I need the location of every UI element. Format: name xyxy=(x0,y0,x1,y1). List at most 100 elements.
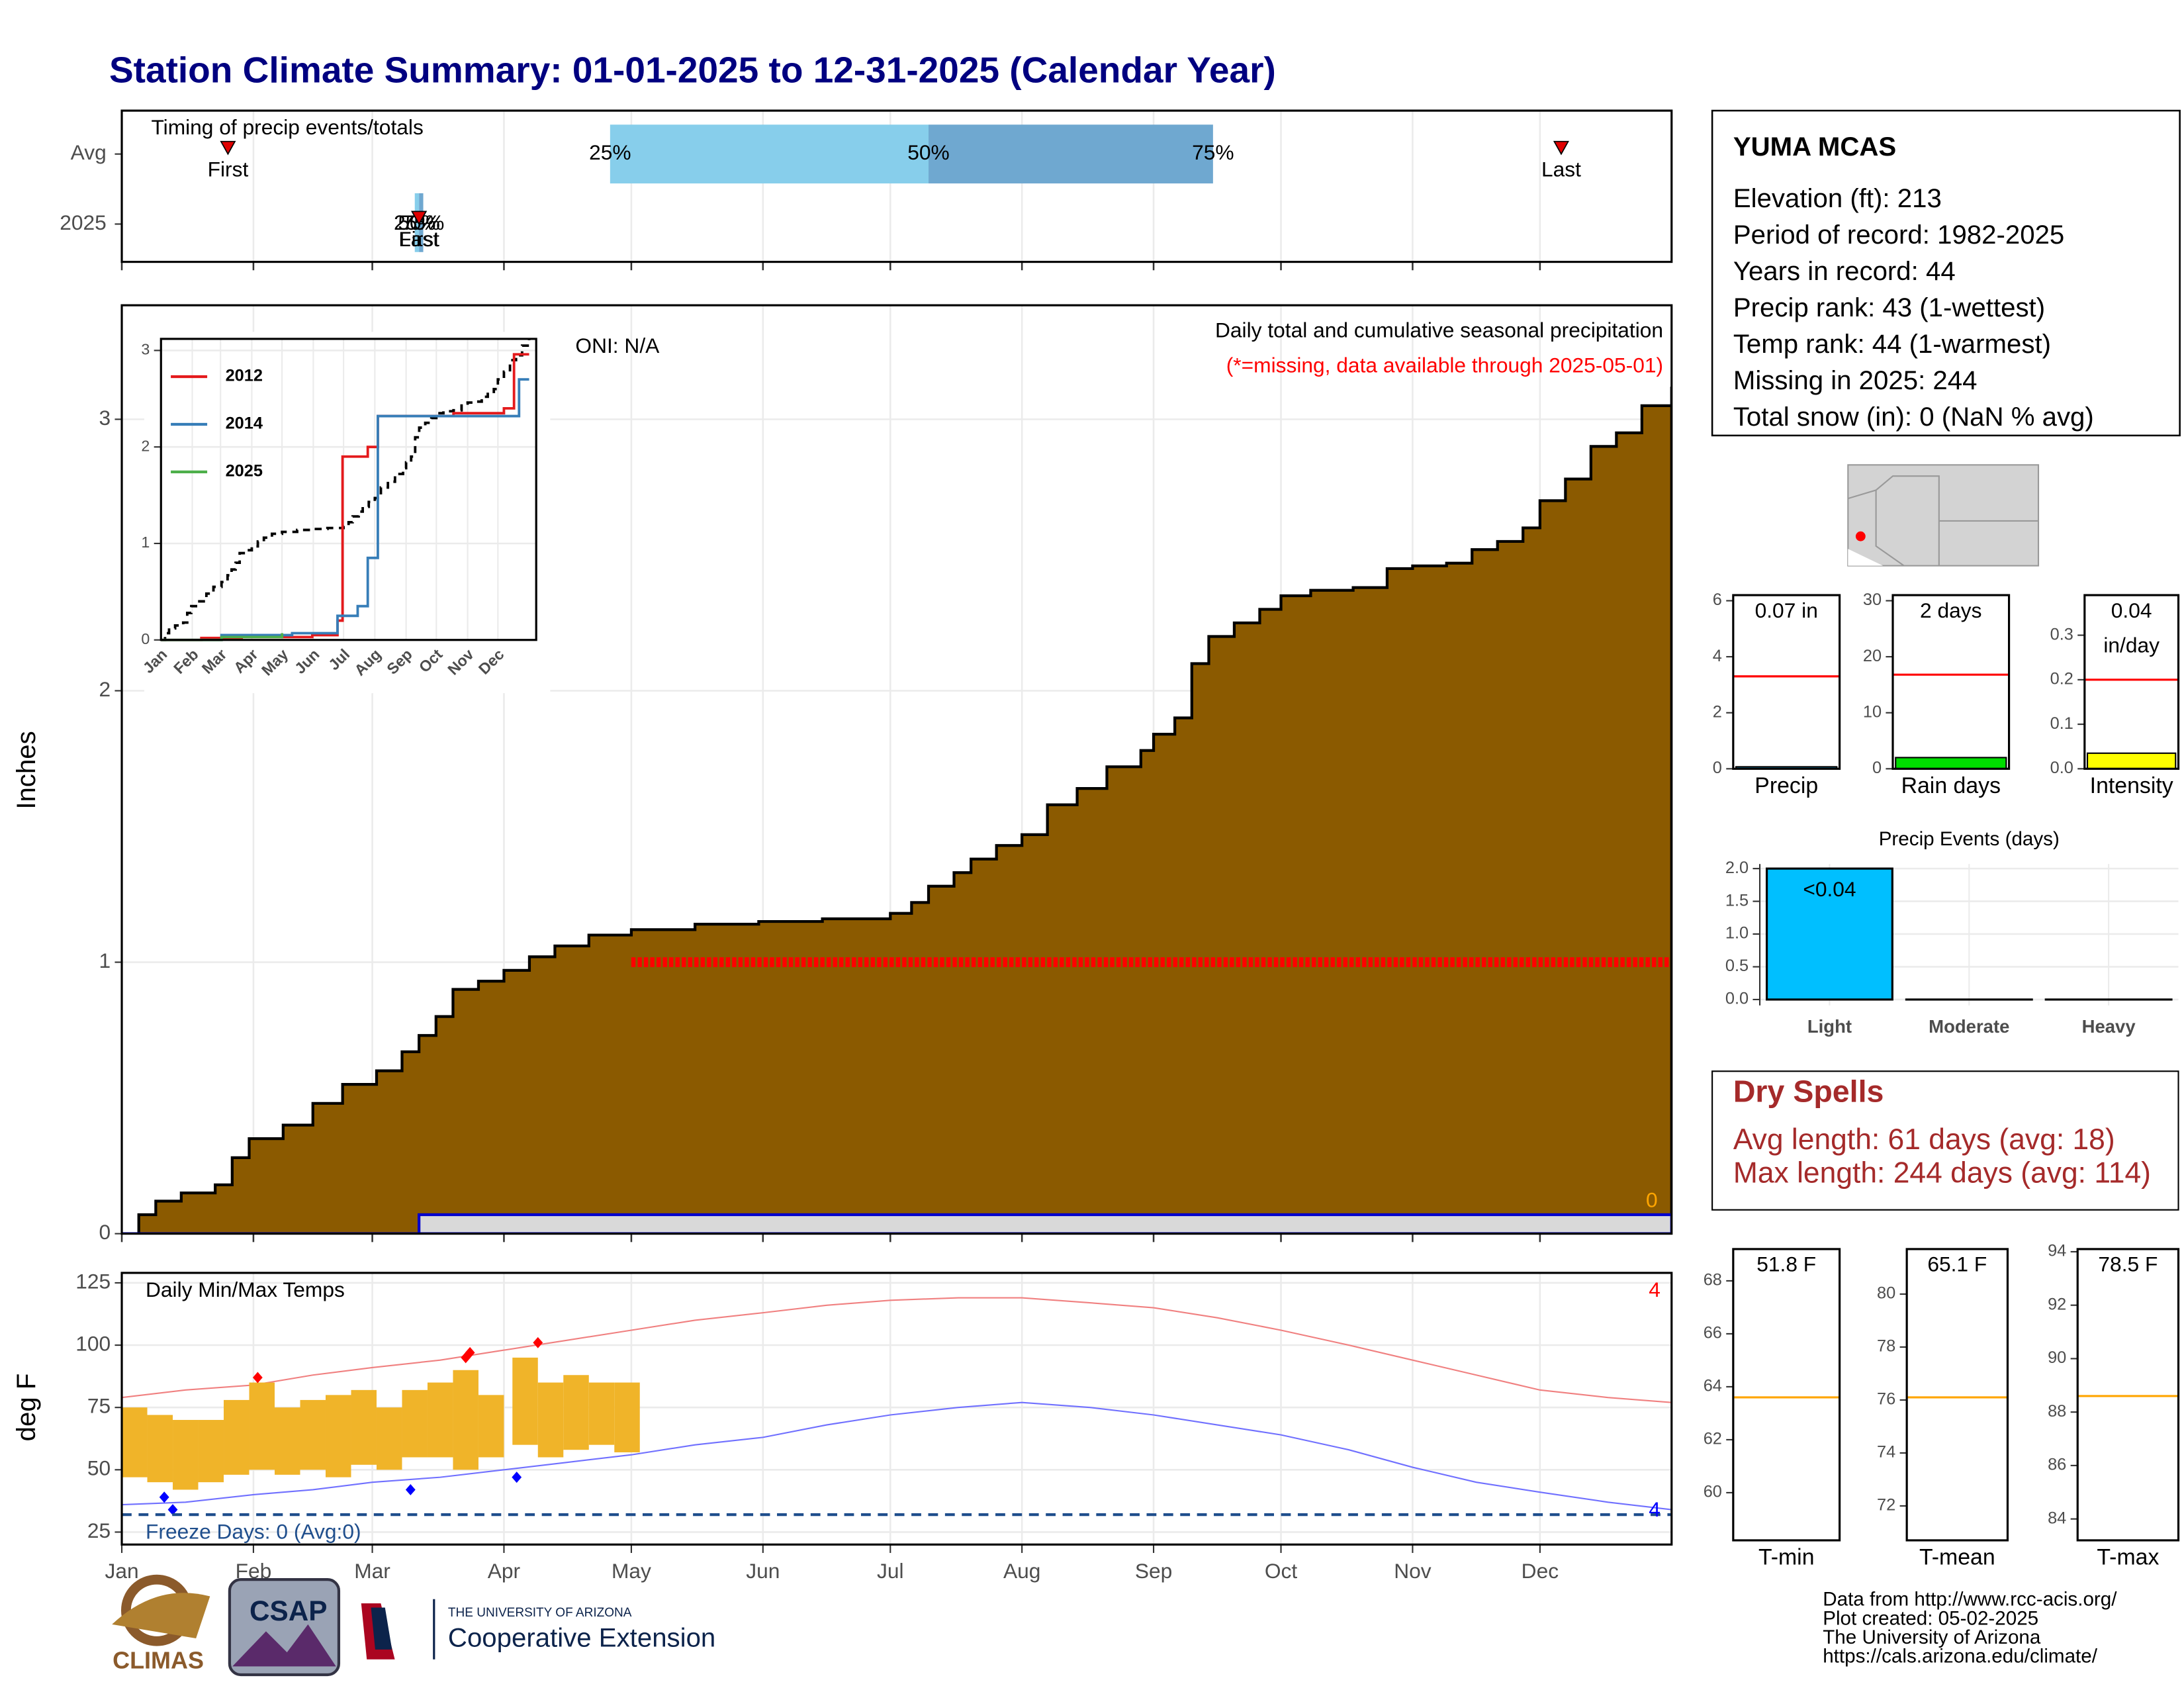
y-tick-label: 6 xyxy=(1713,590,1722,609)
temp-bar xyxy=(275,1407,300,1475)
marker-label: Last xyxy=(1541,157,1581,181)
y-tick-label: 72 xyxy=(1877,1496,1895,1515)
panel-frame xyxy=(1732,1248,1841,1542)
panel-frame xyxy=(2083,594,2180,770)
y-tick-label: 2 xyxy=(1713,702,1722,721)
x-tick-label: Apr xyxy=(488,1559,521,1583)
dry-spells-line: Avg length: 61 days (avg: 18) xyxy=(1733,1123,2115,1156)
legend-label: 2012 xyxy=(226,367,263,385)
y-tick-label: 76 xyxy=(1877,1390,1895,1409)
temp-bar xyxy=(478,1395,504,1458)
temp-bar xyxy=(402,1389,428,1458)
y-tick-label: 0 xyxy=(1713,759,1722,777)
quartile-bar xyxy=(419,193,424,252)
x-tick-label: Jun xyxy=(746,1559,780,1583)
inset-background xyxy=(144,332,551,694)
y-tick-label: 84 xyxy=(2048,1509,2066,1527)
value-label: 0.04 xyxy=(2111,598,2152,622)
y-tick-label: 78 xyxy=(1877,1337,1895,1356)
y-tick-label: 75 xyxy=(87,1394,111,1418)
y-tick-label: Avg xyxy=(71,140,107,164)
y-tick-label: 10 xyxy=(1863,702,1882,721)
y-axis-label: Inches xyxy=(11,731,41,809)
legend-label: 2014 xyxy=(226,414,263,433)
logo-text: CSAP xyxy=(250,1595,328,1626)
y-tick-label: 2 xyxy=(141,437,150,454)
y-tick-label: 100 xyxy=(75,1331,111,1355)
x-tick-label: Oct xyxy=(1265,1559,1298,1583)
x-axis-label: Precip xyxy=(1754,773,1818,798)
x-axis-label: T-min xyxy=(1758,1544,1815,1570)
value-label: 51.8 F xyxy=(1756,1252,1816,1276)
temp-bar xyxy=(249,1382,275,1470)
y-tick-label: 20 xyxy=(1863,647,1882,665)
y-tick-label: 2025 xyxy=(60,211,107,234)
x-tick-label: Heavy xyxy=(2082,1016,2136,1037)
timing-marker xyxy=(411,211,428,226)
quartile-label: 25% xyxy=(589,140,631,164)
y-tick-label: 74 xyxy=(1877,1443,1895,1462)
freeze-label: Freeze Days: 0 (Avg:0) xyxy=(146,1520,361,1544)
value-bar xyxy=(2086,752,2177,769)
panel-frame xyxy=(120,1272,1673,1546)
logo-text: Cooperative Extension xyxy=(448,1623,715,1653)
y-tick-label: 68 xyxy=(1704,1271,1722,1289)
value-label: 78.5 F xyxy=(2098,1252,2158,1276)
temp-bar xyxy=(300,1399,326,1470)
value-label: in/day xyxy=(2103,633,2160,657)
bar xyxy=(1765,867,1893,1001)
temp-bar xyxy=(198,1420,224,1483)
locator-map xyxy=(1847,464,2040,567)
marker-label: Last xyxy=(399,227,439,251)
y-tick-label: 90 xyxy=(2048,1348,2066,1367)
station-line: Precip rank: 43 (1-wettest) xyxy=(1733,293,2045,322)
x-axis-label: T-mean xyxy=(1919,1544,1995,1570)
y-tick-label: 66 xyxy=(1704,1324,1722,1342)
legend-label: 2025 xyxy=(226,462,263,481)
y-tick-label: 0.2 xyxy=(2050,670,2073,688)
x-axis-label: Rain days xyxy=(1901,773,2001,798)
y-tick-label: 0.0 xyxy=(2050,759,2073,777)
x-tick-label: Feb xyxy=(236,1559,272,1583)
y-tick-label: 0.1 xyxy=(2050,714,2073,733)
panel-frame xyxy=(1905,1248,2009,1542)
x-axis-label: T-max xyxy=(2097,1544,2159,1570)
logos xyxy=(112,1574,435,1677)
temp-bar xyxy=(537,1382,564,1458)
y-tick-label: 88 xyxy=(2048,1402,2066,1421)
record-marker xyxy=(405,1483,416,1495)
subtitle: Daily total and cumulative seasonal prec… xyxy=(1215,318,1663,342)
y-tick-label: 0.5 xyxy=(1725,957,1749,975)
quartile-bar xyxy=(610,124,929,184)
average-line xyxy=(161,338,531,641)
temp-bar xyxy=(224,1399,250,1475)
x-tick-label: Jan xyxy=(105,1559,138,1583)
panel-title: Precip Events (days) xyxy=(1879,828,2060,850)
y-tick-label: 2.0 xyxy=(1725,859,1749,877)
station-line: Elevation (ft): 213 xyxy=(1733,183,1942,213)
temp-bar xyxy=(325,1395,351,1477)
y-tick-label: 0 xyxy=(141,630,150,647)
page-title: Station Climate Summary: 01-01-2025 to 1… xyxy=(109,50,1276,91)
quartile-bar xyxy=(414,193,420,252)
cumulative-area xyxy=(122,1213,1672,1234)
x-tick-label: Sep xyxy=(1135,1559,1172,1583)
temp-bar xyxy=(173,1420,199,1490)
y-tick-label: 94 xyxy=(2048,1242,2066,1260)
bar-annotation: <0.04 xyxy=(1803,877,1856,901)
footer-line: Data from http://www.rcc-acis.org/ xyxy=(1823,1589,2117,1611)
x-axis-label: Intensity xyxy=(2090,773,2173,798)
temp-bar xyxy=(122,1407,148,1477)
temp-bar xyxy=(147,1415,173,1483)
y-tick-label: 1 xyxy=(141,534,150,551)
y-tick-label: 4 xyxy=(1713,647,1722,665)
record-marker xyxy=(512,1472,522,1483)
y-tick-label: 3 xyxy=(99,406,111,430)
temp-bar xyxy=(614,1382,640,1452)
record-marker xyxy=(533,1336,543,1348)
record-marker xyxy=(167,1504,178,1516)
footer-line: The University of Arizona xyxy=(1823,1626,2041,1648)
panel-frame xyxy=(1732,594,1841,770)
average-line xyxy=(121,1297,1672,1403)
